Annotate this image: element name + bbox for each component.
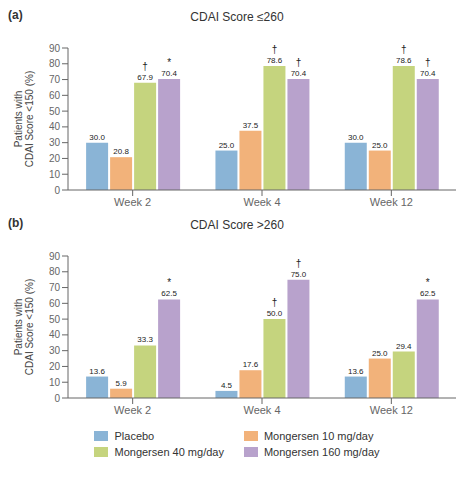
svg-text:†: † — [142, 61, 148, 72]
svg-text:13.6: 13.6 — [89, 367, 105, 376]
svg-text:70: 70 — [49, 74, 61, 85]
svg-text:Week 2: Week 2 — [114, 404, 151, 416]
svg-text:80: 80 — [49, 266, 61, 277]
svg-text:67.9: 67.9 — [137, 73, 153, 82]
svg-text:33.3: 33.3 — [137, 335, 153, 344]
svg-text:†: † — [296, 258, 302, 269]
svg-text:Week 4: Week 4 — [243, 196, 280, 208]
svg-text:Patients withCDAI Score <150 (: Patients withCDAI Score <150 (%) — [13, 71, 35, 167]
html-text:Mongersen 10 mg/day: Mongersen 10 mg/day — [263, 430, 374, 442]
svg-text:50.0: 50.0 — [267, 309, 283, 318]
svg-text:90: 90 — [49, 43, 61, 54]
svg-text:Week 2: Week 2 — [114, 196, 151, 208]
svg-text:78.6: 78.6 — [267, 56, 283, 65]
html-text:Mongersen 40 mg/day: Mongersen 40 mg/day — [114, 446, 224, 458]
svg-text:25.0: 25.0 — [372, 349, 388, 358]
svg-text:30: 30 — [49, 137, 61, 148]
html-text:Placebo: Placebo — [114, 430, 155, 442]
svg-text:30.0: 30.0 — [348, 133, 364, 142]
svg-text:4.5: 4.5 — [221, 381, 233, 390]
svg-text:*: * — [167, 277, 171, 288]
html-text:(a): (a) — [8, 8, 23, 22]
svg-text:50: 50 — [49, 314, 61, 325]
html-text:Mongersen 160 mg/day: Mongersen 160 mg/day — [263, 446, 380, 458]
svg-text:60: 60 — [49, 298, 61, 309]
svg-text:78.6: 78.6 — [396, 56, 412, 65]
svg-text:70.4: 70.4 — [420, 69, 436, 78]
html-text:(b): (b) — [8, 216, 24, 230]
svg-text:5.9: 5.9 — [116, 379, 128, 388]
svg-text:60: 60 — [49, 90, 61, 101]
svg-text:†: † — [425, 57, 431, 68]
svg-text:Week 4: Week 4 — [243, 404, 280, 416]
svg-text:*: * — [426, 277, 430, 288]
svg-text:10: 10 — [49, 169, 61, 180]
svg-text:40: 40 — [49, 329, 61, 340]
html-text:CDAI Score ≤260: CDAI Score ≤260 — [190, 10, 284, 24]
svg-text:75.0: 75.0 — [291, 270, 307, 279]
svg-text:40: 40 — [49, 121, 61, 132]
svg-text:62.5: 62.5 — [420, 289, 436, 298]
svg-text:Week 12: Week 12 — [370, 404, 413, 416]
svg-text:Patients withCDAI Score <150 (: Patients withCDAI Score <150 (%) — [13, 279, 35, 375]
svg-text:30.0: 30.0 — [89, 133, 105, 142]
svg-text:17.6: 17.6 — [243, 360, 259, 369]
svg-text:50: 50 — [49, 106, 61, 117]
svg-text:20: 20 — [49, 153, 61, 164]
svg-text:Week 12: Week 12 — [370, 196, 413, 208]
svg-text:37.5: 37.5 — [243, 121, 259, 130]
svg-text:70.4: 70.4 — [161, 69, 177, 78]
svg-text:0: 0 — [54, 185, 60, 196]
svg-text:*: * — [167, 57, 171, 68]
svg-text:20.8: 20.8 — [113, 147, 129, 156]
svg-text:10: 10 — [49, 377, 61, 388]
svg-text:30: 30 — [49, 345, 61, 356]
svg-text:29.4: 29.4 — [396, 342, 412, 351]
svg-text:62.5: 62.5 — [161, 289, 177, 298]
svg-text:25.0: 25.0 — [219, 141, 235, 150]
svg-text:70: 70 — [49, 282, 61, 293]
svg-text:13.6: 13.6 — [348, 367, 364, 376]
svg-text:†: † — [296, 57, 302, 68]
html-text:CDAI Score >260: CDAI Score >260 — [190, 218, 284, 232]
svg-text:70.4: 70.4 — [291, 69, 307, 78]
svg-text:90: 90 — [49, 251, 61, 262]
svg-text:†: † — [272, 44, 278, 55]
svg-text:0: 0 — [54, 393, 60, 404]
svg-text:†: † — [272, 297, 278, 308]
svg-text:25.0: 25.0 — [372, 141, 388, 150]
svg-text:†: † — [401, 44, 407, 55]
svg-text:20: 20 — [49, 361, 61, 372]
svg-text:80: 80 — [49, 58, 61, 69]
